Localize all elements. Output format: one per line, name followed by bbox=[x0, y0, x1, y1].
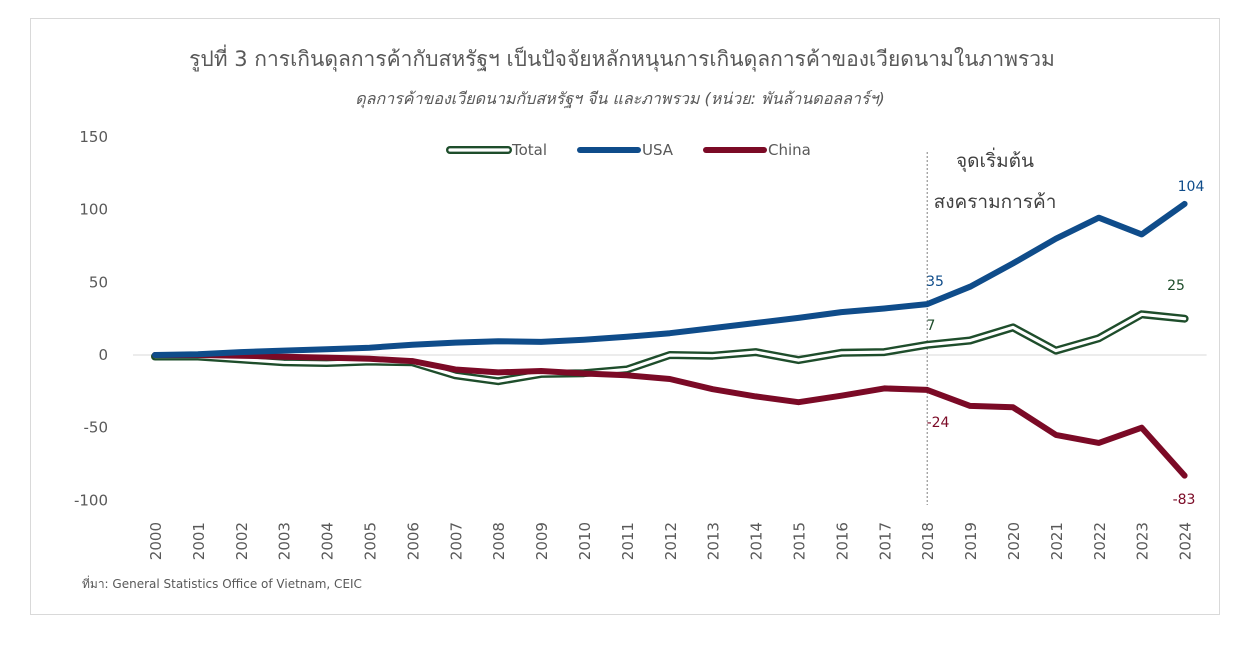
x-tick-label: 2019 bbox=[962, 522, 980, 560]
x-tick-label: 2020 bbox=[1005, 522, 1023, 560]
x-tick-label: 2018 bbox=[919, 522, 937, 560]
x-tick-label: 2009 bbox=[533, 522, 551, 560]
y-tick-label: 150 bbox=[79, 128, 108, 146]
data-label-total-2024: 25 bbox=[1167, 278, 1185, 294]
data-label-china-2018: -24 bbox=[927, 415, 950, 431]
data-label-usa-2018: 35 bbox=[926, 274, 944, 290]
series-lines bbox=[151, 200, 1189, 479]
x-tick-label: 2016 bbox=[833, 522, 851, 560]
x-tick-label: 2011 bbox=[619, 522, 637, 560]
chart-title: รูปที่ 3 การเกินดุลการค้ากับสหรัฐฯ เป็นป… bbox=[189, 44, 1055, 72]
chart-subtitle: ดุลการค้าของเวียดนามกับสหรัฐฯ จีน และภาพ… bbox=[355, 89, 884, 109]
x-tick-label: 2017 bbox=[876, 522, 894, 560]
legend-label-total: Total bbox=[511, 141, 547, 159]
x-tick-label: 2006 bbox=[404, 522, 422, 560]
source-note: ที่มา: General Statistics Office of Viet… bbox=[82, 575, 362, 591]
x-tick-label: 2001 bbox=[190, 522, 208, 560]
legend-label-usa: USA bbox=[642, 141, 674, 159]
data-labels: 35 104 7 25 -24 -83 bbox=[926, 179, 1204, 508]
series-line-china bbox=[152, 352, 1188, 479]
x-tick-label: 2010 bbox=[576, 522, 594, 560]
x-tick-label: 2022 bbox=[1091, 522, 1109, 560]
x-tick-label: 2012 bbox=[662, 522, 680, 560]
x-tick-label: 2024 bbox=[1177, 522, 1195, 560]
y-tick-label: 50 bbox=[89, 273, 108, 291]
y-tick-label: -100 bbox=[74, 491, 108, 509]
x-tick-label: 2008 bbox=[490, 522, 508, 560]
x-tick-label: 2015 bbox=[791, 522, 809, 560]
x-tick-label: 2013 bbox=[705, 522, 723, 560]
series-line-usa bbox=[152, 200, 1188, 358]
x-tick-label: 2021 bbox=[1048, 522, 1066, 560]
y-axis: 150 100 50 0 -50 -100 bbox=[74, 128, 1207, 509]
annotation-line-2: สงครามการค้า bbox=[934, 191, 1057, 213]
y-tick-label: 100 bbox=[79, 201, 108, 219]
annotation-line-1: จุดเริ่มต้น bbox=[956, 147, 1034, 173]
data-label-china-2024: -83 bbox=[1173, 492, 1196, 508]
legend-label-china: China bbox=[768, 141, 811, 159]
data-label-total-2018: 7 bbox=[927, 318, 936, 334]
y-tick-label: -50 bbox=[84, 419, 109, 437]
x-tick-label: 2014 bbox=[748, 522, 766, 560]
chart-frame bbox=[30, 18, 1220, 615]
x-tick-label: 2004 bbox=[319, 522, 337, 560]
x-tick-label: 2007 bbox=[447, 522, 465, 560]
legend: Total USA China bbox=[446, 141, 811, 159]
y-tick-label: 0 bbox=[98, 346, 108, 364]
x-tick-label: 2002 bbox=[233, 522, 251, 560]
series-line-total-inner bbox=[153, 312, 1187, 383]
x-tick-label: 2003 bbox=[276, 522, 294, 560]
x-tick-label: 2000 bbox=[147, 522, 165, 560]
x-axis: 2000 2001 2002 2003 2004 2005 2006 2007 2008 2009… bbox=[147, 522, 1195, 560]
data-label-usa-2024: 104 bbox=[1178, 179, 1205, 195]
x-tick-label: 2023 bbox=[1134, 522, 1152, 560]
x-tick-label: 2005 bbox=[362, 522, 380, 560]
